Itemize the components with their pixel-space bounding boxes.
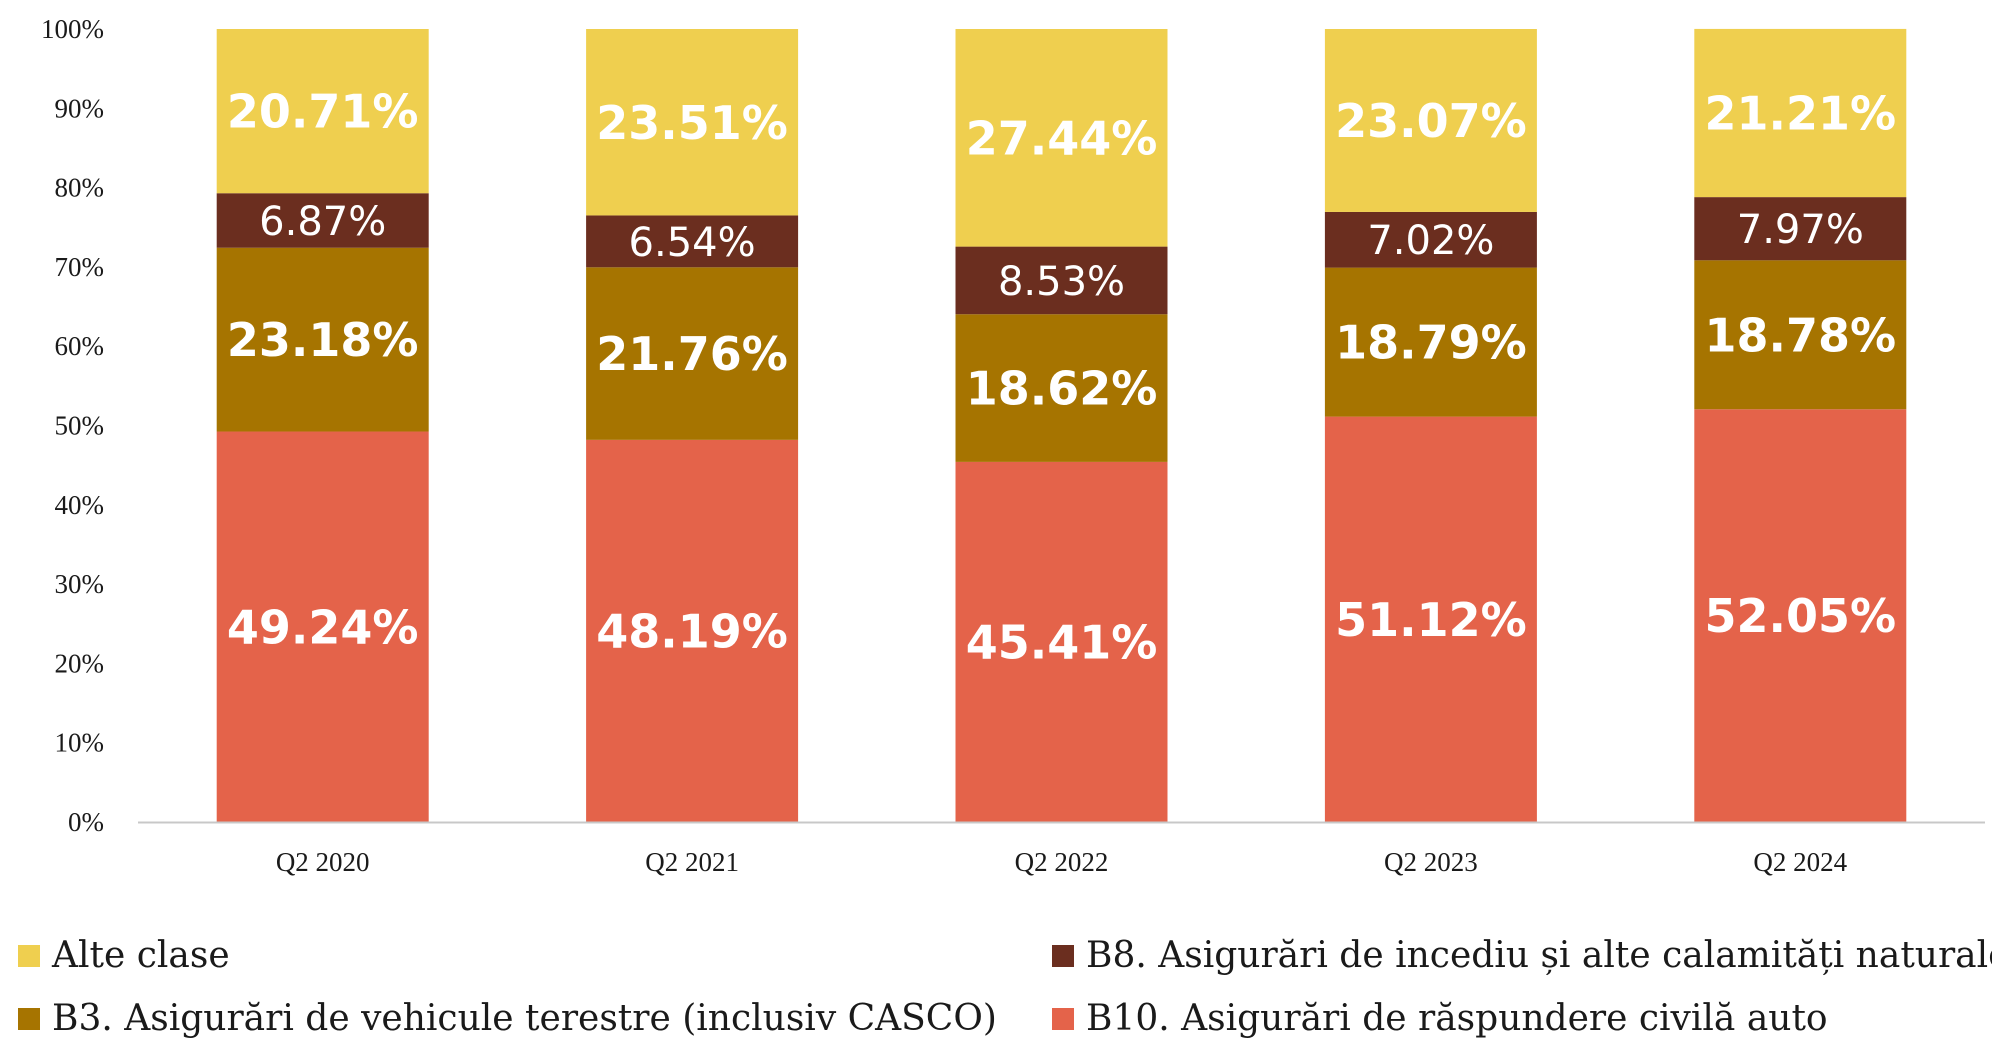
legend-item-b10[interactable]: B10. Asigurări de răspundere civilă auto [1052,998,1828,1039]
y-tick-label: 30% [55,569,105,599]
x-axis: Q2 2020 Q2 2021 Q2 2022 Q2 2023 Q2 2024 [138,821,1985,877]
bar-segment[interactable] [1694,409,1907,822]
data-label: 7.02% [1367,218,1494,264]
bar-segment[interactable] [586,439,799,822]
data-label: 27.44% [966,111,1158,165]
y-tick-label: 20% [55,648,105,678]
y-tick-label: 80% [55,173,105,203]
bar-segment[interactable] [955,314,1168,462]
data-label: 20.71% [227,85,419,139]
data-label: 21.76% [596,327,788,381]
y-tick-label: 40% [55,490,105,520]
data-label: 21.21% [1705,87,1897,141]
x-tick-label: Q2 2021 [645,847,739,877]
bar-segment[interactable] [216,247,429,432]
legend-label-b3: B3. Asigurări de vehicule terestre (incl… [52,998,997,1039]
data-label: 7.97% [1737,207,1864,253]
legend-swatch-b8 [1052,944,1074,967]
legend-label-b8: B8. Asigurări de incediu și alte calamit… [1086,935,1992,976]
data-label: 18.62% [966,362,1158,416]
legend-item-alte-clase[interactable]: Alte clase [18,935,230,976]
y-axis: 0% 10% 20% 30% 40% 50% 60% 70% 80% 90% 100% [41,14,104,837]
bar-segment[interactable] [216,193,429,248]
bar-segment[interactable] [1694,260,1907,410]
y-tick-label: 60% [55,331,105,361]
bars: 49.24% 23.18% 6.87% 20.71% 48.19% 21.76% 6.54%… [216,28,1907,822]
legend-item-b8[interactable]: B8. Asigurări de incediu și alte calamit… [1052,935,1992,976]
y-tick-label: 100% [41,14,104,44]
bar-segment[interactable] [1324,29,1537,212]
bar-segment[interactable] [1694,28,1907,198]
data-label: 6.87% [259,199,386,245]
data-label: 48.19% [596,604,788,658]
bar-segment[interactable] [1324,211,1537,268]
data-label: 51.12% [1335,593,1527,647]
bar-segment[interactable] [955,246,1168,315]
data-label: 6.54% [629,220,756,266]
legend-swatch-b10 [1052,1007,1074,1030]
bar-segment[interactable] [586,29,799,216]
data-label: 45.41% [966,616,1158,670]
y-tick-label: 10% [55,728,105,758]
legend-swatch-alte-clase [18,944,40,967]
data-label: 23.18% [227,313,419,367]
data-label: 8.53% [998,259,1125,305]
legend-swatch-b3 [18,1007,40,1030]
data-label: 23.07% [1335,94,1527,148]
x-tick-label: Q2 2022 [1015,847,1109,877]
y-tick-label: 90% [55,93,105,123]
bar-segment[interactable] [955,461,1168,822]
data-label: 23.51% [596,96,788,150]
bar-segment[interactable] [216,431,429,822]
y-tick-label: 50% [55,411,105,441]
data-label: 49.24% [227,600,419,654]
x-tick-label: Q2 2023 [1384,847,1478,877]
data-label: 18.78% [1705,308,1897,362]
legend-label-b10: B10. Asigurări de răspundere civilă auto [1086,998,1828,1039]
bar-segment[interactable] [955,29,1168,247]
legend-item-b3[interactable]: B3. Asigurări de vehicule terestre (incl… [18,998,997,1039]
y-tick-label: 70% [55,252,105,282]
legend-label-alte-clase: Alte clase [52,935,230,976]
bar-segment[interactable] [1324,267,1537,417]
bar-segment[interactable] [586,215,799,268]
x-tick-label: Q2 2020 [276,847,370,877]
bar-segment[interactable] [216,29,429,194]
y-tick-label: 0% [68,807,104,837]
data-label: 18.79% [1335,316,1527,370]
bar-segment[interactable] [1324,416,1537,822]
x-tick-label: Q2 2024 [1753,847,1847,877]
data-label: 52.05% [1705,589,1897,643]
bar-segment[interactable] [1694,197,1907,261]
bar-segment[interactable] [586,267,799,440]
